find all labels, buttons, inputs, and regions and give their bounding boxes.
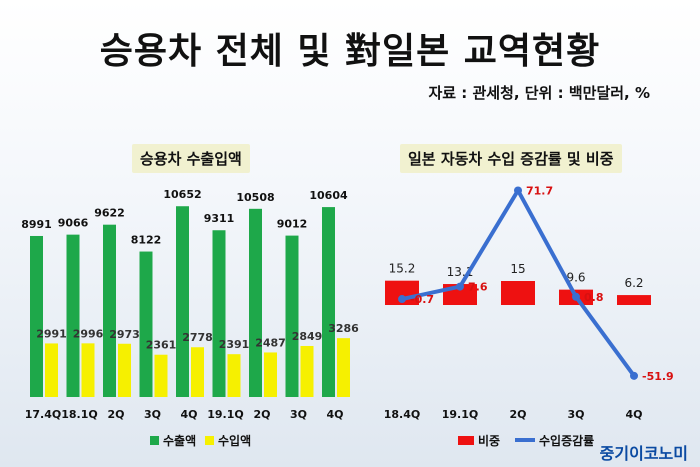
export-bar [285,235,299,397]
x-tick-label: 2Q [253,408,270,421]
import-bar [154,354,168,397]
x-tick-label: 2Q [107,408,124,421]
x-tick-label: 4Q [326,408,343,421]
legend-label-import: 수입액 [218,434,251,448]
export-bar [212,230,226,397]
export-value-label: 10508 [236,191,274,204]
growth-point [398,295,406,304]
legends: 수출액 수입액 비중 수입증감률 [150,433,594,448]
export-value-label: 8991 [21,218,52,231]
x-tick-label: 19.1Q [207,408,244,421]
x-tick-label: 2Q [509,408,526,421]
legend-swatch-export [150,436,159,445]
source-note: 자료 : 관세청, 단위 : 백만달러, % [428,84,650,102]
export-bar [139,251,153,397]
left-chart: 8991 2991 17.4Q 9066 2996 18.1Q 9622 2973 2Q 8122… [21,188,359,421]
legend-label-growth: 수입증감률 [539,433,594,448]
x-tick-label: 19.1Q [442,408,479,421]
import-value-label: 2391 [219,338,250,351]
right-chart: 15.218.4Q13.119.1Q152Q9.63Q6.24Q-0.77.67… [384,184,674,421]
import-bar [227,354,241,397]
export-value-label: 10652 [163,188,201,201]
import-bar [45,343,58,397]
x-tick-label: 4Q [180,408,197,421]
share-bar [501,281,535,305]
export-value-label: 9311 [204,212,235,225]
growth-point [572,292,580,301]
share-value-label: 9.6 [566,271,585,285]
export-bar [322,207,335,397]
import-value-label: 2487 [255,336,286,349]
import-bar [191,347,204,397]
legend-label-export: 수출액 [163,433,196,448]
legend-swatch-share [458,436,474,445]
share-value-label: 15.2 [389,262,416,276]
x-tick-label: 18.4Q [384,408,421,421]
import-value-label: 2849 [292,330,323,343]
import-value-label: 2991 [36,327,67,340]
import-value-label: 2996 [73,327,104,340]
import-value-label: 2778 [182,331,213,344]
import-bar [337,338,350,397]
growth-value-label: 7.6 [468,281,488,294]
import-bar [118,343,131,397]
x-tick-label: 3Q [290,408,307,421]
export-value-label: 9622 [94,207,125,220]
export-value-label: 10604 [309,189,348,202]
import-value-label: 3286 [328,322,359,335]
share-value-label: 15 [510,262,525,276]
x-tick-label: 17.4Q [25,408,62,421]
growth-point [514,186,522,195]
share-bar [617,295,651,305]
growth-point [456,282,464,291]
export-bar [249,208,262,397]
credit-logo: 중기이코노미 [599,444,688,463]
import-value-label: 2361 [146,339,177,352]
export-bar [66,234,80,397]
growth-value-label: -0.7 [410,293,434,306]
export-value-label: 9066 [58,217,89,230]
import-value-label: 2973 [109,328,140,341]
growth-point [630,371,638,380]
export-bar [30,235,43,397]
export-bar [176,206,189,397]
export-bar [103,224,116,397]
growth-value-label: 71.7 [526,184,553,197]
growth-value-label: 0.8 [584,291,604,304]
export-value-label: 8122 [131,234,162,247]
right-chart-title: 일본 자동차 수입 증감률 및 비중 [400,144,622,173]
page-title: 승용차 전체 및 對일본 교역현황 [99,31,601,72]
legend-swatch-import [205,436,214,445]
x-tick-label: 18.1Q [61,408,98,421]
left-chart-title: 승용차 수출입액 [132,144,250,173]
legend-label-share: 비중 [478,433,500,448]
x-tick-label: 3Q [567,408,584,421]
x-tick-label: 4Q [625,408,642,421]
import-bar [81,343,95,397]
x-tick-label: 3Q [144,408,161,421]
import-bar [300,345,314,397]
share-value-label: 6.2 [624,276,643,290]
export-value-label: 9012 [277,218,308,231]
import-bar [264,352,277,397]
growth-value-label: -51.9 [642,370,674,383]
